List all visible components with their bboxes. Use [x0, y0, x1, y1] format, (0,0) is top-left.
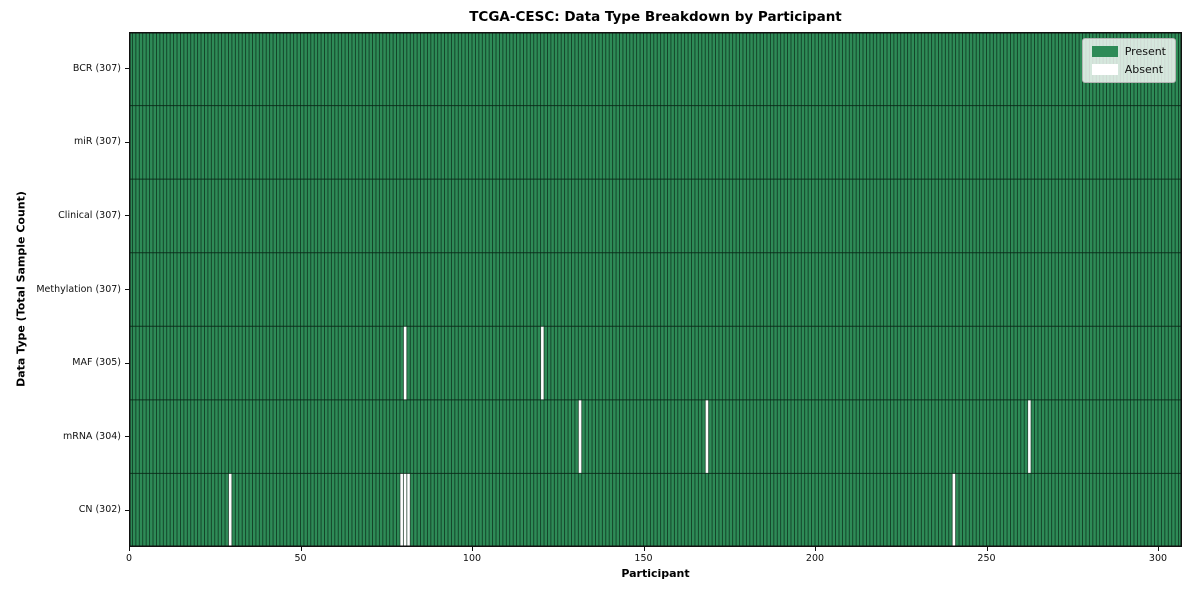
legend-item-absent: Absent — [1091, 63, 1166, 76]
y-tick-label: Methylation (307) — [36, 283, 121, 295]
y-tick-mark — [125, 141, 129, 143]
y-tick-mark — [125, 289, 129, 290]
legend-label-absent: Absent — [1124, 63, 1164, 76]
y-tick-label: CN (302) — [78, 504, 121, 516]
plot-area: Present Absent BCR (307) miR (307) Clinica… — [36, 32, 1182, 564]
absent-cell — [403, 326, 407, 400]
x-tick-label: 150 — [634, 553, 653, 564]
absent-cell — [578, 399, 582, 474]
x-tick-mark — [129, 547, 130, 551]
x-tick-mark — [300, 547, 302, 551]
y-tick-mark — [125, 509, 129, 511]
x-tick-mark — [1158, 547, 1159, 551]
present-cells-background — [129, 32, 1182, 547]
absent-cell — [399, 473, 404, 547]
x-tick-label: 200 — [805, 553, 825, 564]
legend-item-present: Present — [1091, 45, 1166, 58]
legend-swatch-absent — [1091, 64, 1118, 75]
x-tick-mark — [643, 547, 645, 551]
absent-cell — [228, 473, 232, 547]
absent-cell — [1027, 399, 1032, 474]
heatmap-svg — [129, 32, 1182, 547]
absent-cell — [406, 473, 411, 547]
chart-title: TCGA-CESC: Data Type Breakdown by Partic… — [469, 9, 842, 25]
row-separator-lines — [129, 105, 1182, 474]
x-tick-mark — [815, 547, 816, 551]
y-tick-mark — [125, 215, 129, 217]
legend: Present Absent — [1081, 38, 1176, 83]
absent-cell — [705, 399, 709, 474]
x-tick-mark — [986, 547, 988, 551]
y-tick-mark — [125, 362, 129, 364]
y-axis-label: Data Type (Total Sample Count) — [14, 191, 28, 387]
x-tick-label: 300 — [1148, 553, 1168, 564]
absent-cell — [403, 473, 407, 547]
y-tick-label: Clinical (307) — [58, 209, 121, 221]
x-tick-label: 0 — [125, 553, 133, 564]
x-axis-label: Participant — [621, 567, 690, 580]
legend-swatch-present — [1091, 46, 1118, 57]
cell-edge-lines — [129, 32, 1182, 547]
plot-border — [129, 32, 1182, 547]
y-tick-label: mRNA (304) — [62, 430, 121, 442]
x-tick-label: 100 — [462, 553, 482, 564]
x-tick-label: 50 — [294, 553, 307, 564]
y-tick-mark — [125, 68, 129, 70]
y-tick-label: BCR (307) — [72, 62, 121, 74]
y-tick-mark — [125, 436, 129, 438]
absent-cell — [952, 473, 956, 547]
y-tick-label: miR (307) — [73, 136, 121, 148]
absent-cell — [540, 326, 545, 400]
x-tick-label: 250 — [977, 553, 996, 564]
x-tick-mark — [472, 547, 473, 551]
y-tick-label: MAF (305) — [72, 357, 121, 369]
legend-label-present: Present — [1124, 45, 1166, 58]
